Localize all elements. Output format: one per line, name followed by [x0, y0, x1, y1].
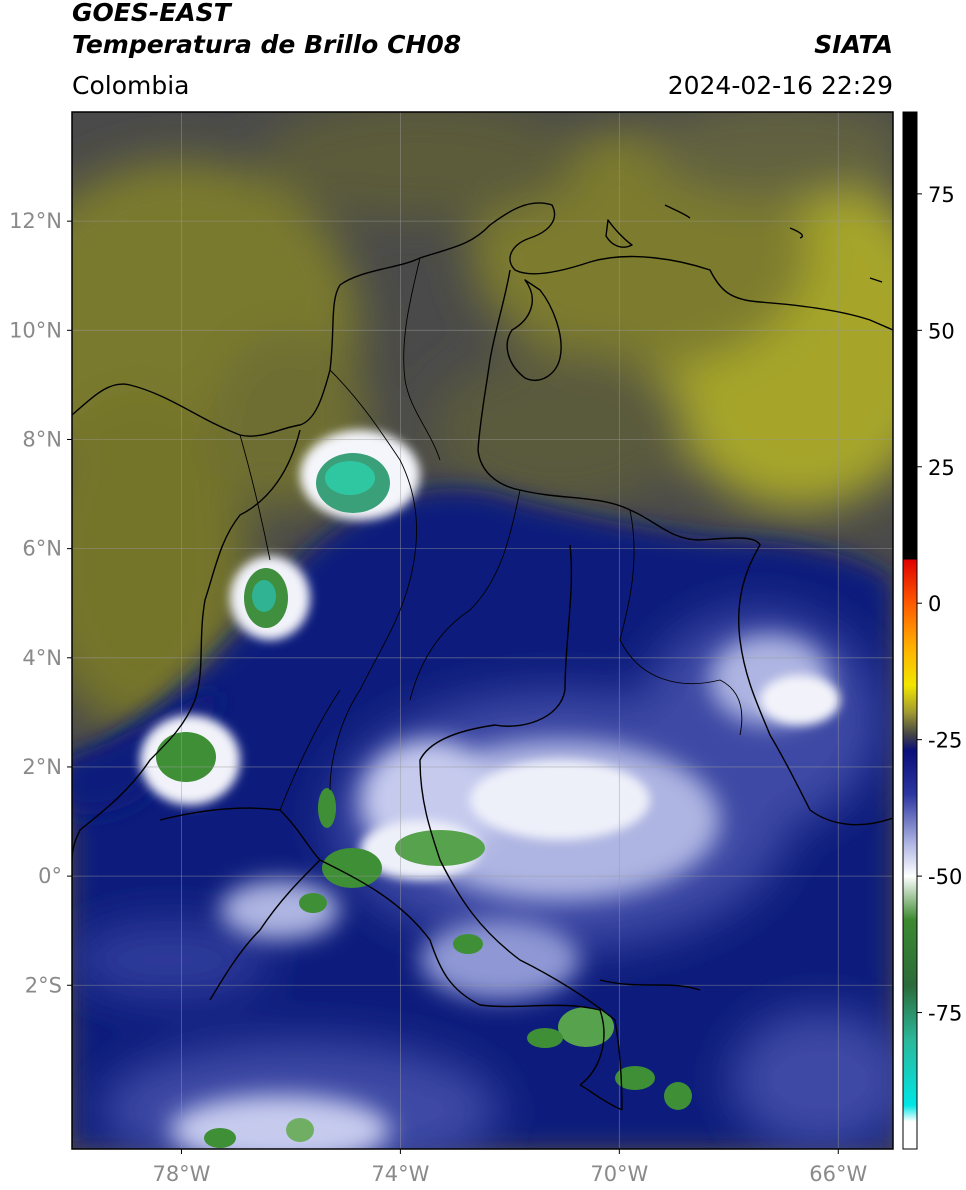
convective-cores	[156, 453, 692, 1148]
ecuador-border	[159, 807, 321, 1001]
lat-tick-label-7: 2°S	[25, 973, 62, 997]
colorbar-tick-label-4: -25	[928, 729, 962, 753]
graticule	[72, 112, 893, 1149]
latitude-tick-labels: 12°N 10°N 8°N 6°N 4°N 2°N 0° 2°S	[9, 209, 72, 997]
lat-tick-label-2: 8°N	[22, 427, 62, 451]
satellite-title: GOES-EAST	[72, 0, 231, 27]
colorbar-tick-label-2: 25	[928, 456, 955, 480]
product-title: Temperatura de Brillo CH08	[72, 30, 462, 59]
caribbean-coast	[72, 202, 893, 437]
lat-tick-label-5: 2°N	[22, 755, 62, 779]
longitude-tick-labels: 78°W 74°W 70°W 66°W	[152, 1149, 867, 1186]
venezuela-coast-islands	[605, 204, 883, 283]
colorbar-frame	[902, 111, 918, 1150]
lat-tick-label-4: 4°N	[22, 646, 62, 670]
colorbar-tick-label-0: 75	[928, 183, 955, 207]
lon-tick-label-0: 78°W	[152, 1162, 210, 1186]
region-label: Colombia	[72, 71, 190, 100]
lat-tick-label-3: 6°N	[22, 537, 62, 561]
lat-tick-label-6: 0°	[38, 864, 62, 888]
lat-tick-label-0: 12°N	[9, 209, 62, 233]
peru-brazil-border	[579, 979, 701, 1111]
lon-tick-label-1: 74°W	[371, 1162, 429, 1186]
lat-tick-label-1: 10°N	[9, 318, 62, 342]
colorbar-tick-label-1: 50	[928, 319, 955, 343]
colombia-brazil-border	[419, 544, 623, 1111]
timestamp-label: 2024-02-16 22:29	[667, 71, 893, 100]
internal-borders	[239, 257, 743, 811]
colorbar: 75 50 25 0 -25 -50 -75	[902, 111, 962, 1150]
lon-tick-label-2: 70°W	[590, 1162, 648, 1186]
colorbar-tick-label-6: -75	[928, 1002, 962, 1026]
colombia-peru-border	[319, 859, 605, 1086]
organization-label: SIATA	[814, 30, 893, 59]
colorbar-tick-label-3: 0	[928, 592, 941, 616]
coastlines-and-borders	[72, 202, 893, 1111]
maracaibo-lake	[506, 279, 562, 381]
lon-tick-label-3: 66°W	[809, 1162, 867, 1186]
colombia-venezuela-border	[477, 269, 893, 826]
colorbar-tick-label-5: -50	[928, 865, 962, 889]
map-frame	[71, 111, 894, 1150]
map-area	[72, 112, 893, 1149]
pacific-coast	[72, 429, 301, 861]
colorbar-scale	[903, 112, 917, 1149]
